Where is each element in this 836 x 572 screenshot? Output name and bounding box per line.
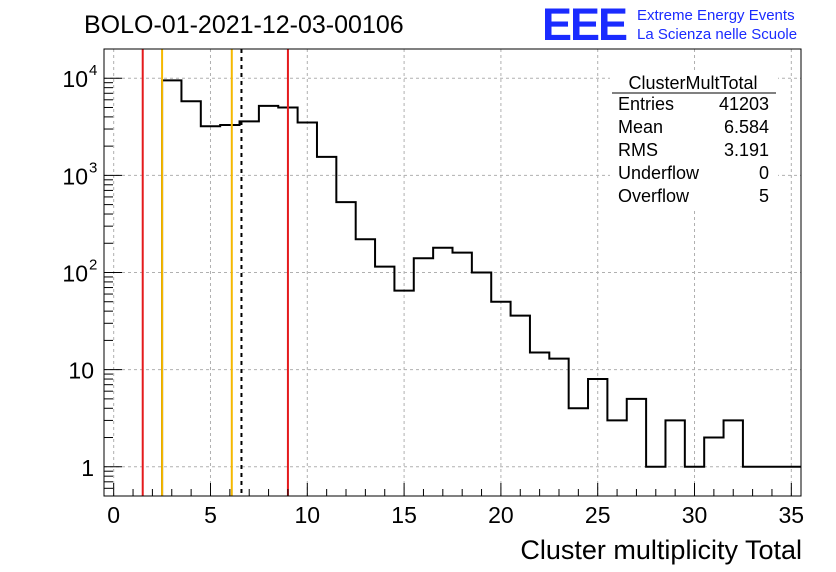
stats-label-overflow: Overflow — [618, 186, 690, 206]
stats-value-rms: 3.191 — [724, 140, 769, 160]
y-tick-label: 10 — [68, 358, 94, 384]
x-tick-label: 25 — [585, 502, 611, 528]
histogram-outline — [161, 79, 801, 496]
marker-lines-layer — [141, 49, 289, 496]
x-tick-label: 15 — [391, 502, 417, 528]
stats-value-underflow: 0 — [759, 163, 769, 183]
stats-title: ClusterMultTotal — [628, 73, 757, 93]
y-tick-label: 1 — [81, 455, 94, 481]
histogram-layer — [161, 79, 801, 496]
x-tick-label: 10 — [294, 502, 320, 528]
logo-line-2: La Scienza nelle Scuole — [637, 26, 797, 43]
y-tick-exponent: 3 — [89, 159, 97, 176]
stats-value-entries: 41203 — [719, 94, 769, 114]
x-tick-label: 5 — [204, 502, 217, 528]
stats-label-entries: Entries — [618, 94, 674, 114]
stats-value-overflow: 5 — [759, 186, 769, 206]
stats-label-rms: RMS — [618, 140, 658, 160]
x-axis-label: Cluster multiplicity Total — [520, 535, 802, 565]
x-tick-label: 30 — [682, 502, 708, 528]
eee-logo-icon: EEE — [542, 0, 627, 50]
stats-label-underflow: Underflow — [618, 163, 700, 183]
y-tick-exponent: 4 — [89, 62, 97, 79]
x-tick-label: 20 — [488, 502, 514, 528]
stats-label-mean: Mean — [618, 117, 663, 137]
y-tick-label: 10 — [62, 163, 88, 189]
run-title: BOLO-01-2021-12-03-00106 — [84, 11, 404, 39]
logo-line-1: Extreme Energy Events — [637, 7, 795, 24]
x-tick-label: 35 — [779, 502, 805, 528]
stats-value-mean: 6.584 — [724, 117, 769, 137]
y-tick-label: 10 — [62, 261, 88, 287]
x-tick-label: 0 — [107, 502, 120, 528]
stats-box: ClusterMultTotal Entries 41203 Mean 6.58… — [610, 70, 778, 210]
y-tick-label: 10 — [62, 66, 88, 92]
y-tick-exponent: 2 — [89, 257, 97, 274]
